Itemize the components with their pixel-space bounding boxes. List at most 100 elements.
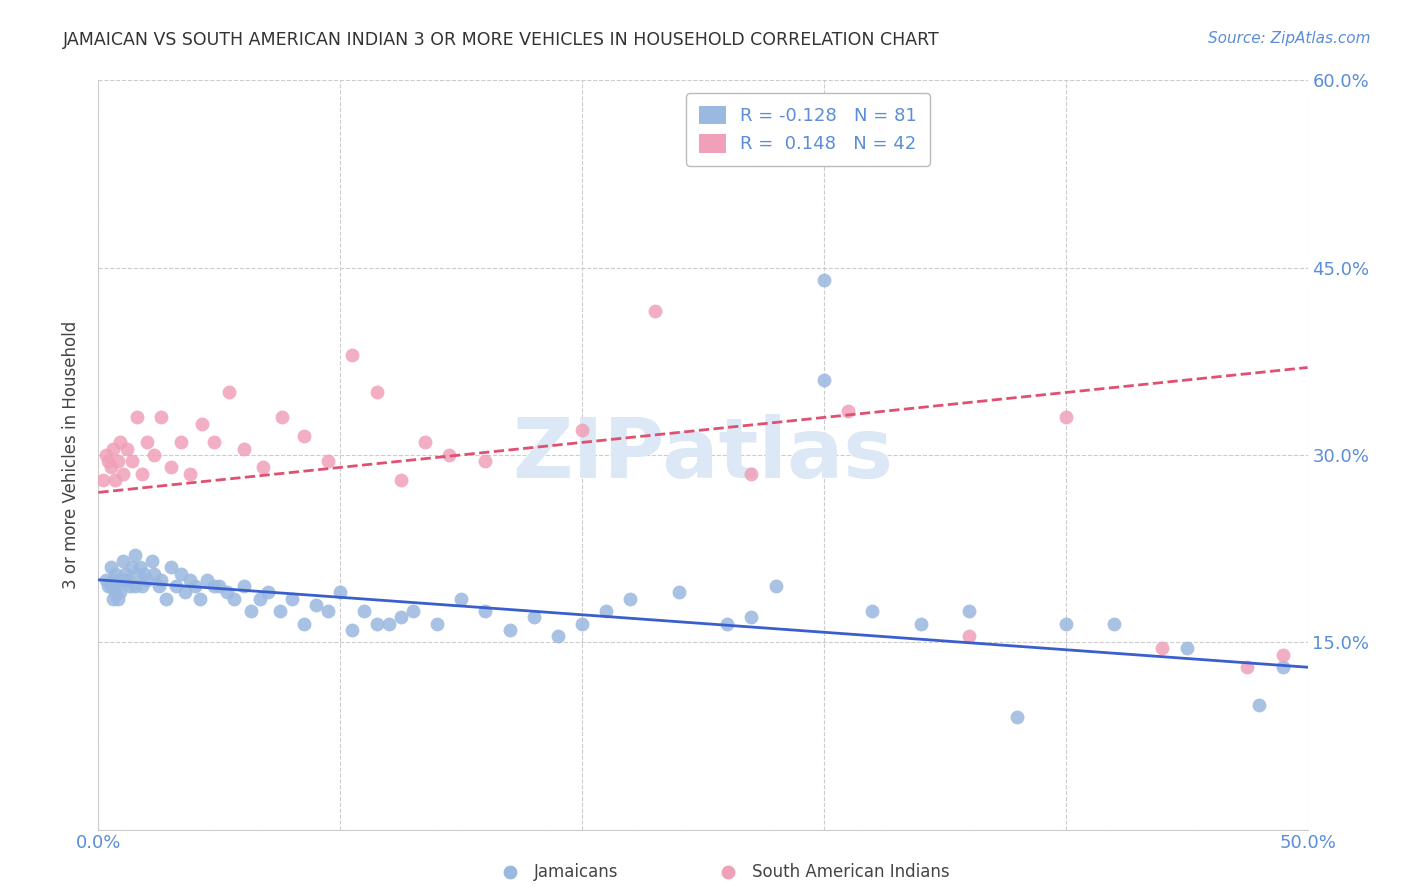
- Point: [499, 865, 522, 880]
- Point: [426, 616, 449, 631]
- Point: [208, 579, 231, 593]
- Point: [135, 435, 157, 450]
- Point: [402, 604, 425, 618]
- Point: [837, 404, 859, 418]
- Point: [150, 573, 173, 587]
- Point: [124, 579, 146, 593]
- Text: Jamaicans: Jamaicans: [534, 863, 619, 881]
- Point: [716, 616, 738, 631]
- Point: [1175, 641, 1198, 656]
- Point: [252, 460, 274, 475]
- Point: [114, 566, 136, 581]
- Point: [232, 442, 254, 456]
- Point: [91, 473, 114, 487]
- Point: [437, 448, 460, 462]
- Point: [104, 566, 127, 581]
- Point: [100, 579, 122, 593]
- Point: [316, 604, 339, 618]
- Point: [100, 460, 122, 475]
- Point: [117, 573, 139, 587]
- Point: [292, 616, 315, 631]
- Point: [619, 591, 641, 606]
- Point: [104, 473, 127, 487]
- Point: [595, 604, 617, 618]
- Point: [179, 467, 201, 481]
- Point: [256, 585, 278, 599]
- Point: [127, 566, 149, 581]
- Text: JAMAICAN VS SOUTH AMERICAN INDIAN 3 OR MORE VEHICLES IN HOUSEHOLD CORRELATION CH: JAMAICAN VS SOUTH AMERICAN INDIAN 3 OR M…: [63, 31, 941, 49]
- Point: [121, 560, 143, 574]
- Point: [108, 435, 131, 450]
- Point: [117, 442, 139, 456]
- Point: [342, 348, 364, 362]
- Point: [169, 435, 191, 450]
- Point: [813, 373, 835, 387]
- Point: [644, 304, 666, 318]
- Point: [232, 579, 254, 593]
- Point: [1272, 660, 1295, 674]
- Point: [1236, 660, 1258, 674]
- Point: [174, 585, 197, 599]
- Point: [957, 629, 980, 643]
- Point: [1054, 410, 1077, 425]
- Point: [860, 604, 883, 618]
- Point: [813, 273, 835, 287]
- Point: [1054, 616, 1077, 631]
- Point: [97, 454, 120, 468]
- Point: [353, 604, 375, 618]
- Point: [155, 591, 177, 606]
- Point: [498, 623, 520, 637]
- Point: [316, 454, 339, 468]
- Point: [1272, 648, 1295, 662]
- Point: [134, 566, 156, 581]
- Point: [111, 573, 134, 587]
- Point: [104, 585, 127, 599]
- Point: [281, 591, 304, 606]
- Point: [124, 548, 146, 562]
- Point: [148, 579, 170, 593]
- Text: Source: ZipAtlas.com: Source: ZipAtlas.com: [1208, 31, 1371, 46]
- Point: [366, 385, 388, 400]
- Point: [571, 423, 593, 437]
- Point: [128, 560, 150, 574]
- Point: [179, 573, 201, 587]
- Point: [131, 467, 153, 481]
- Point: [188, 591, 211, 606]
- Point: [740, 610, 762, 624]
- Point: [305, 598, 328, 612]
- Point: [474, 604, 496, 618]
- Point: [191, 417, 214, 431]
- Point: [160, 460, 183, 475]
- Point: [547, 629, 569, 643]
- Point: [765, 579, 787, 593]
- Point: [107, 591, 129, 606]
- Point: [118, 579, 141, 593]
- Point: [377, 616, 399, 631]
- Point: [143, 448, 166, 462]
- Point: [668, 585, 690, 599]
- Point: [413, 435, 436, 450]
- Legend: R = -0.128   N = 81, R =  0.148   N = 42: R = -0.128 N = 81, R = 0.148 N = 42: [686, 93, 929, 166]
- Point: [389, 473, 412, 487]
- Point: [218, 385, 240, 400]
- Point: [165, 579, 187, 593]
- Point: [107, 454, 129, 468]
- Point: [269, 604, 291, 618]
- Point: [195, 573, 218, 587]
- Point: [740, 467, 762, 481]
- Text: ZIPatlas: ZIPatlas: [513, 415, 893, 495]
- Point: [329, 585, 352, 599]
- Point: [111, 554, 134, 568]
- Point: [474, 454, 496, 468]
- Point: [271, 410, 294, 425]
- Point: [389, 610, 412, 624]
- Point: [143, 566, 166, 581]
- Point: [184, 579, 207, 593]
- Point: [450, 591, 472, 606]
- Point: [215, 585, 238, 599]
- Point: [160, 560, 183, 574]
- Point: [292, 429, 315, 443]
- Point: [97, 579, 120, 593]
- Point: [169, 566, 191, 581]
- Point: [571, 616, 593, 631]
